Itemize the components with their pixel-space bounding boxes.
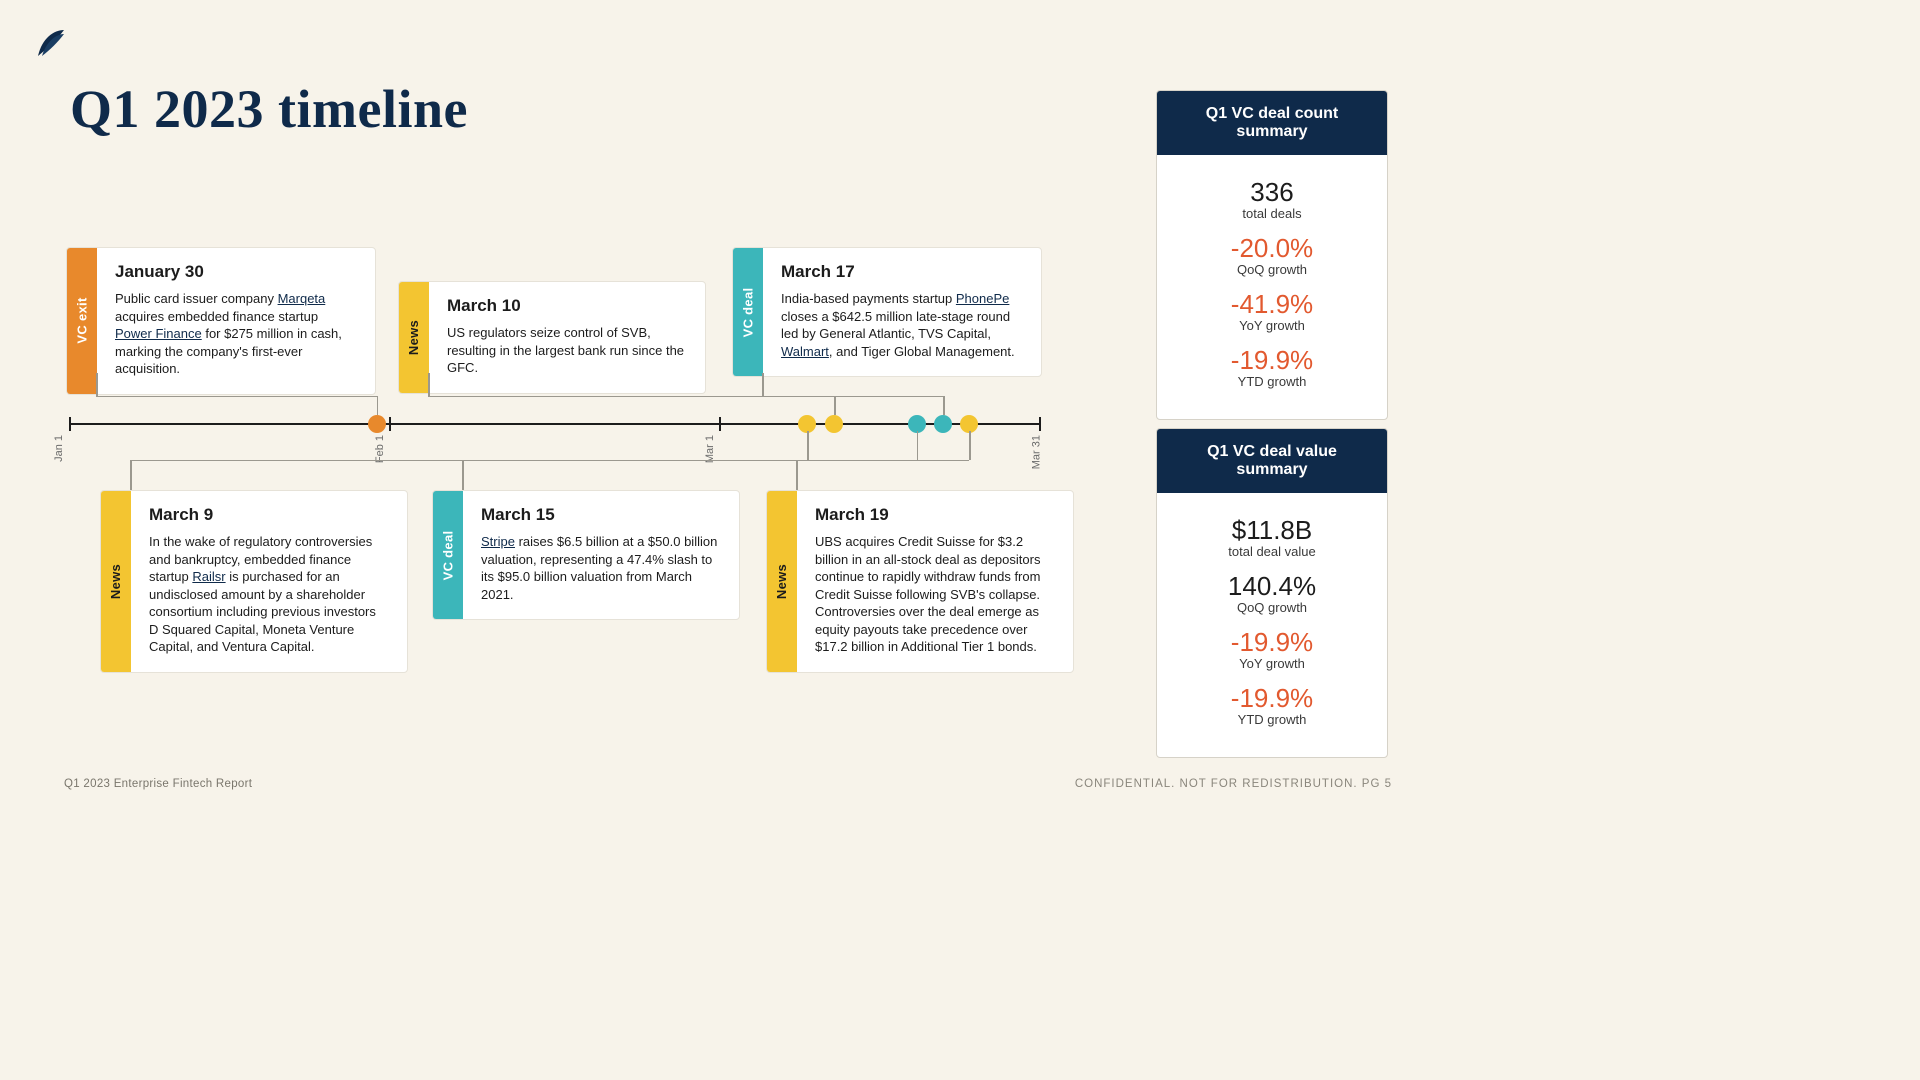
event-date: March 9 — [149, 505, 387, 525]
summary-metric-value: $11.8B — [1167, 515, 1377, 546]
summary-metric: -19.9%YoY growth — [1167, 627, 1377, 671]
axis-tick-label: Jan 1 — [53, 435, 65, 462]
connector-line — [462, 460, 464, 490]
connector-line — [969, 431, 971, 460]
event-category-tab: News — [767, 491, 797, 672]
timeline-node — [368, 415, 386, 433]
event-date: March 17 — [781, 262, 1021, 282]
timeline-node — [934, 415, 952, 433]
axis-tick — [389, 417, 391, 431]
summary-metric-value: -19.9% — [1167, 345, 1377, 376]
event-category-label: News — [109, 564, 124, 599]
event-card: VC exit January 30 Public card issuer comp… — [66, 247, 376, 395]
event-category-tab: VC exit — [67, 248, 97, 394]
summary-metric-label: YTD growth — [1167, 374, 1377, 389]
summary-metric-label: YTD growth — [1167, 712, 1377, 727]
connector-line — [917, 431, 919, 460]
connector-line — [943, 396, 945, 416]
summary-metric-label: total deal value — [1167, 544, 1377, 559]
connector-line — [428, 373, 430, 396]
axis-tick — [69, 417, 71, 431]
connector-line — [96, 396, 377, 398]
event-body: US regulators seize control of SVB, resu… — [447, 324, 685, 377]
event-category-label: VC exit — [75, 298, 90, 344]
summary-metric-label: QoQ growth — [1167, 600, 1377, 615]
event-card: News March 19 UBS acquires Credit Suisse f… — [766, 490, 1074, 673]
connector-line — [130, 460, 132, 490]
summary-metric-label: QoQ growth — [1167, 262, 1377, 277]
connector-line — [807, 431, 809, 460]
timeline-node — [825, 415, 843, 433]
event-date: March 10 — [447, 296, 685, 316]
event-category-tab: News — [101, 491, 131, 672]
page-title: Q1 2023 timeline — [70, 78, 468, 140]
event-body: Stripe raises $6.5 billion at a $50.0 bi… — [481, 533, 719, 603]
event-category-tab: News — [399, 282, 429, 393]
summary-metric: $11.8Btotal deal value — [1167, 515, 1377, 559]
connector-line — [96, 373, 98, 396]
summary-metric: -19.9%YTD growth — [1167, 683, 1377, 727]
event-date: January 30 — [115, 262, 355, 282]
event-body: India-based payments startup PhonePe clo… — [781, 290, 1021, 360]
footer-report-name: Q1 2023 Enterprise Fintech Report — [64, 778, 252, 790]
axis-tick-label: Mar 31 — [1030, 435, 1042, 469]
event-body: Public card issuer company Marqeta acqui… — [115, 290, 355, 378]
summary-metric: -19.9%YTD growth — [1167, 345, 1377, 389]
connector-line — [834, 396, 836, 416]
footer-confidential: CONFIDENTIAL. NOT FOR REDISTRIBUTION. PG… — [1075, 778, 1392, 790]
connector-line — [762, 396, 943, 398]
summary-metric-value: 336 — [1167, 177, 1377, 208]
summary-metric: -20.0%QoQ growth — [1167, 233, 1377, 277]
event-card: VC deal March 15 Stripe raises $6.5 billio… — [432, 490, 740, 620]
event-category-tab: VC deal — [733, 248, 763, 376]
summary-metric: 336total deals — [1167, 177, 1377, 221]
axis-tick — [719, 417, 721, 431]
summary-metric-label: total deals — [1167, 206, 1377, 221]
connector-line — [796, 460, 969, 462]
summary-metric-label: YoY growth — [1167, 318, 1377, 333]
event-category-label: News — [775, 564, 790, 599]
event-category-label: VC deal — [441, 530, 456, 580]
brand-logo-icon — [36, 28, 66, 58]
event-card: VC deal March 17 India-based payments star… — [732, 247, 1042, 377]
connector-line — [796, 460, 798, 490]
summary-metric-label: YoY growth — [1167, 656, 1377, 671]
event-card: News March 9 In the wake of regulatory con… — [100, 490, 408, 673]
axis-tick — [1039, 417, 1041, 431]
summary-metric-value: -41.9% — [1167, 289, 1377, 320]
summary-box: Q1 VC deal count summary 336total deals -2… — [1156, 90, 1388, 420]
summary-metric-value: -19.9% — [1167, 627, 1377, 658]
event-category-label: VC deal — [741, 287, 756, 337]
event-category-label: News — [407, 320, 422, 355]
summary-metric: -41.9%YoY growth — [1167, 289, 1377, 333]
event-body: In the wake of regulatory controversies … — [149, 533, 387, 656]
timeline-axis — [70, 423, 1040, 425]
connector-line — [762, 373, 764, 396]
summary-metric-value: 140.4% — [1167, 571, 1377, 602]
summary-title: Q1 VC deal count summary — [1157, 91, 1387, 155]
summary-title: Q1 VC deal value summary — [1157, 429, 1387, 493]
summary-metric-value: -20.0% — [1167, 233, 1377, 264]
summary-box: Q1 VC deal value summary $11.8Btotal deal… — [1156, 428, 1388, 758]
summary-metric: 140.4%QoQ growth — [1167, 571, 1377, 615]
event-date: March 15 — [481, 505, 719, 525]
event-category-tab: VC deal — [433, 491, 463, 619]
event-date: March 19 — [815, 505, 1053, 525]
event-body: UBS acquires Credit Suisse for $3.2 bill… — [815, 533, 1053, 656]
connector-line — [377, 396, 379, 416]
summary-metric-value: -19.9% — [1167, 683, 1377, 714]
event-card: News March 10 US regulators seize control … — [398, 281, 706, 394]
